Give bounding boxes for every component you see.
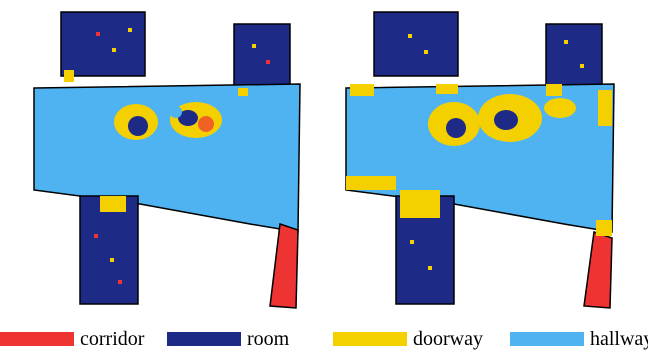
legend-item-doorway: doorway [333, 328, 483, 350]
legend-swatch-hallway [510, 332, 584, 346]
legend-item-corridor: corridor [0, 328, 144, 350]
legend-item-room: room [167, 328, 289, 350]
corridor-region [269, 222, 299, 309]
legend-label-corridor: corridor [80, 328, 145, 350]
legend-swatch-doorway [333, 332, 407, 346]
doorway-bottom-left [100, 196, 126, 212]
room-bottom-left [79, 195, 139, 305]
semantic-map-left [33, 11, 301, 309]
legend-item-hallway: hallway [510, 328, 648, 350]
doorway-top-left [64, 70, 74, 82]
legend-label-hallway: hallway [590, 328, 648, 350]
room-top-left [60, 11, 146, 77]
legend-swatch-corridor [0, 332, 74, 346]
corridor-region [583, 231, 613, 309]
center-cluster-left [114, 102, 222, 140]
legend-label-room: room [247, 328, 290, 350]
room-noise-left [94, 28, 270, 284]
room-top-left [373, 11, 459, 77]
hallway-region [33, 83, 301, 233]
center-cluster-right [428, 94, 576, 146]
legend-label-doorway: doorway [413, 328, 483, 350]
room-noise-right [408, 34, 584, 270]
legend: corridor room doorway hallway [0, 328, 648, 350]
legend-swatch-room [167, 332, 241, 346]
doorway-top-right [238, 88, 248, 96]
doorway-bands-right [346, 84, 612, 236]
semantic-map-right [345, 11, 615, 309]
